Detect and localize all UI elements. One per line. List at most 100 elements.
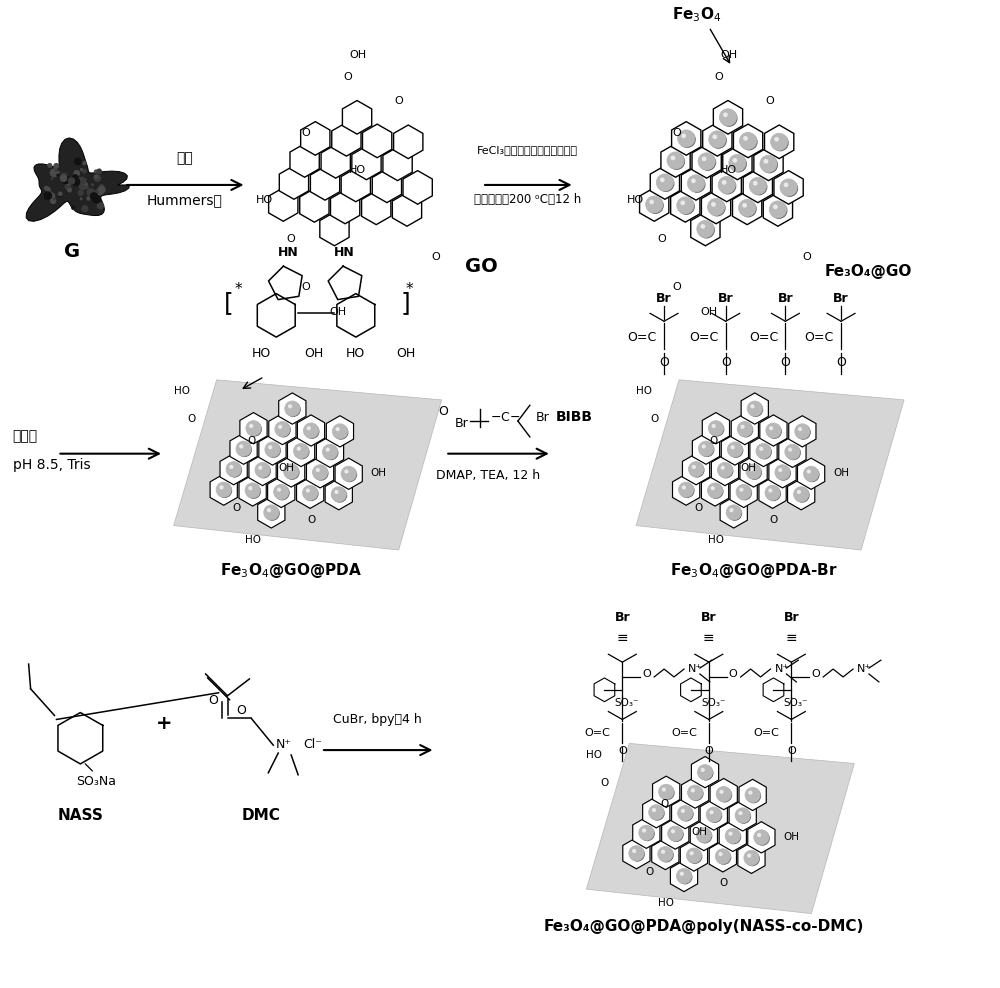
Circle shape [729, 508, 734, 512]
Polygon shape [363, 124, 392, 158]
Polygon shape [765, 125, 794, 159]
Circle shape [304, 486, 319, 501]
Text: HO: HO [636, 386, 652, 396]
Circle shape [53, 198, 55, 201]
Circle shape [285, 401, 300, 416]
Circle shape [322, 445, 338, 459]
Circle shape [632, 849, 636, 853]
Text: O: O [302, 127, 310, 137]
Text: SO₃⁻: SO₃⁻ [614, 698, 639, 707]
Polygon shape [703, 123, 732, 156]
Circle shape [660, 178, 665, 183]
Polygon shape [661, 143, 690, 177]
Circle shape [79, 184, 86, 191]
Circle shape [86, 197, 91, 201]
Polygon shape [306, 456, 334, 488]
Text: *: * [235, 282, 242, 296]
Circle shape [649, 805, 664, 820]
Circle shape [711, 486, 715, 490]
Polygon shape [287, 436, 315, 466]
Polygon shape [723, 146, 752, 180]
Text: OH: OH [720, 50, 737, 60]
Circle shape [753, 181, 758, 186]
Circle shape [719, 178, 736, 195]
Circle shape [660, 785, 675, 800]
Circle shape [718, 852, 723, 857]
Circle shape [248, 486, 252, 490]
Polygon shape [278, 455, 305, 487]
Circle shape [764, 159, 768, 164]
Circle shape [90, 192, 98, 201]
Polygon shape [335, 458, 362, 489]
Circle shape [236, 442, 251, 456]
Circle shape [776, 465, 791, 481]
Circle shape [334, 490, 339, 494]
Circle shape [72, 178, 80, 187]
Circle shape [678, 805, 693, 821]
Text: O: O [237, 703, 246, 716]
Polygon shape [259, 434, 286, 465]
Text: O: O [802, 252, 811, 262]
Circle shape [91, 183, 94, 187]
Polygon shape [301, 122, 330, 155]
Circle shape [71, 206, 75, 209]
Text: Br: Br [833, 291, 849, 304]
Circle shape [44, 186, 49, 191]
Polygon shape [681, 777, 709, 808]
Circle shape [94, 169, 98, 174]
Circle shape [640, 826, 655, 841]
Circle shape [96, 196, 101, 201]
Circle shape [682, 485, 686, 489]
Circle shape [740, 201, 757, 217]
Circle shape [778, 468, 782, 472]
Circle shape [796, 425, 811, 440]
Circle shape [746, 788, 761, 803]
Circle shape [94, 174, 101, 182]
Text: Br: Br [718, 291, 734, 304]
Circle shape [98, 193, 101, 197]
Circle shape [739, 200, 756, 216]
Circle shape [267, 508, 271, 512]
Circle shape [771, 133, 788, 150]
Circle shape [55, 169, 58, 172]
Circle shape [698, 153, 715, 170]
Polygon shape [733, 191, 762, 224]
Circle shape [331, 487, 346, 502]
Polygon shape [720, 497, 747, 528]
Circle shape [306, 488, 310, 493]
Text: OH: OH [783, 832, 799, 842]
Text: N⁺: N⁺ [275, 738, 291, 751]
Polygon shape [650, 166, 680, 200]
Circle shape [686, 848, 701, 864]
Circle shape [68, 177, 75, 185]
Polygon shape [711, 454, 739, 486]
Text: O: O [645, 866, 653, 876]
Polygon shape [702, 413, 730, 444]
Circle shape [647, 197, 664, 214]
Circle shape [804, 467, 820, 482]
Text: OH: OH [833, 468, 849, 478]
Polygon shape [691, 757, 719, 787]
Text: O: O [769, 515, 778, 525]
Circle shape [74, 158, 82, 165]
Circle shape [342, 467, 357, 482]
Circle shape [678, 130, 695, 147]
Polygon shape [341, 168, 370, 202]
Circle shape [730, 155, 747, 173]
Circle shape [265, 506, 280, 521]
Polygon shape [316, 436, 344, 467]
Text: OH: OH [371, 468, 387, 478]
Circle shape [721, 465, 725, 470]
Circle shape [80, 181, 88, 190]
Text: O: O [787, 746, 796, 756]
Text: O: O [232, 503, 241, 513]
Circle shape [216, 482, 231, 497]
Text: Cl⁻: Cl⁻ [303, 738, 322, 751]
Circle shape [728, 832, 733, 836]
Circle shape [277, 488, 281, 492]
Circle shape [256, 463, 271, 478]
Circle shape [719, 109, 737, 125]
Polygon shape [769, 456, 796, 488]
Polygon shape [759, 477, 786, 509]
Circle shape [650, 805, 665, 821]
